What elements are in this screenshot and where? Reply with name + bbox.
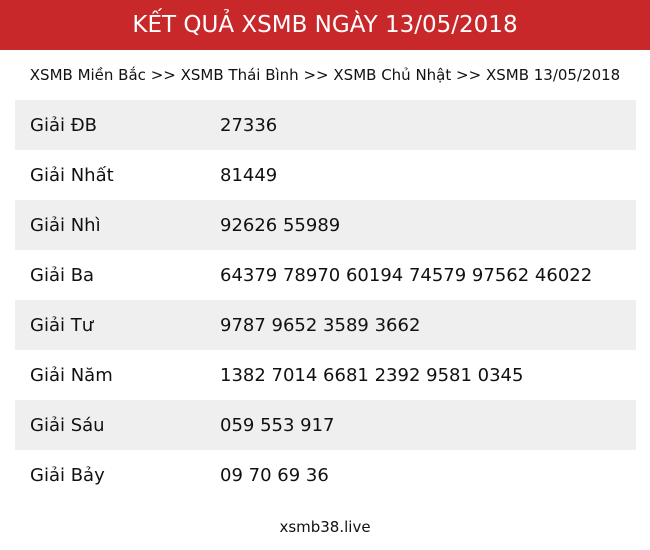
page-header: KẾT QUẢ XSMB NGÀY 13/05/2018 [0,0,650,50]
prize-value: 9787 9652 3589 3662 [220,314,421,336]
table-row: Giải Nhì 92626 55989 [15,200,636,250]
prize-label: Giải Nhất [30,164,114,186]
prize-label: Giải Năm [30,364,113,386]
prize-value: 09 70 69 36 [220,464,329,486]
prize-value: 1382 7014 6681 2392 9581 0345 [220,364,524,386]
table-row: Giải ĐB 27336 [15,100,636,150]
prize-label: Giải Ba [30,264,95,286]
breadcrumb-item-mien-bac[interactable]: XSMB Miền Bắc [29,66,146,84]
prize-value: 059 553 917 [220,414,335,436]
table-row: Giải Bảy 09 70 69 36 [15,450,636,500]
prize-label: Giải Nhì [30,214,101,236]
prize-value: 64379 78970 60194 74579 97562 46022 [220,264,593,286]
prize-value: 27336 [220,114,278,136]
breadcrumb-separator: >> [150,66,176,84]
breadcrumb-item-chu-nhat[interactable]: XSMB Chủ Nhật [333,66,452,84]
breadcrumb-item-thai-binh[interactable]: XSMB Thái Bình [180,66,299,84]
footer-site-name: xsmb38.live [279,518,371,536]
prize-value: 92626 55989 [220,214,341,236]
prize-value: 81449 [220,164,278,186]
page-title: KẾT QUẢ XSMB NGÀY 13/05/2018 [132,12,518,38]
table-row: Giải Nhất 81449 [15,150,636,200]
table-row: Giải Tư 9787 9652 3589 3662 [15,300,636,350]
prize-label: Giải ĐB [30,114,97,136]
table-row: Giải Sáu 059 553 917 [15,400,636,450]
results-table: Giải ĐB 27336 Giải Nhất 81449 Giải Nhì 9262… [15,100,636,500]
table-row: Giải Năm 1382 7014 6681 2392 9581 0345 [15,350,636,400]
breadcrumb: XSMB Miền Bắc >> XSMB Thái Bình >> XSMB … [0,66,650,84]
breadcrumb-item-date[interactable]: XSMB 13/05/2018 [485,66,621,84]
prize-label: Giải Bảy [30,464,105,486]
prize-label: Giải Sáu [30,414,105,436]
prize-label: Giải Tư [30,314,94,336]
breadcrumb-separator: >> [303,66,329,84]
breadcrumb-separator: >> [456,66,482,84]
table-row: Giải Ba 64379 78970 60194 74579 97562 460… [15,250,636,300]
